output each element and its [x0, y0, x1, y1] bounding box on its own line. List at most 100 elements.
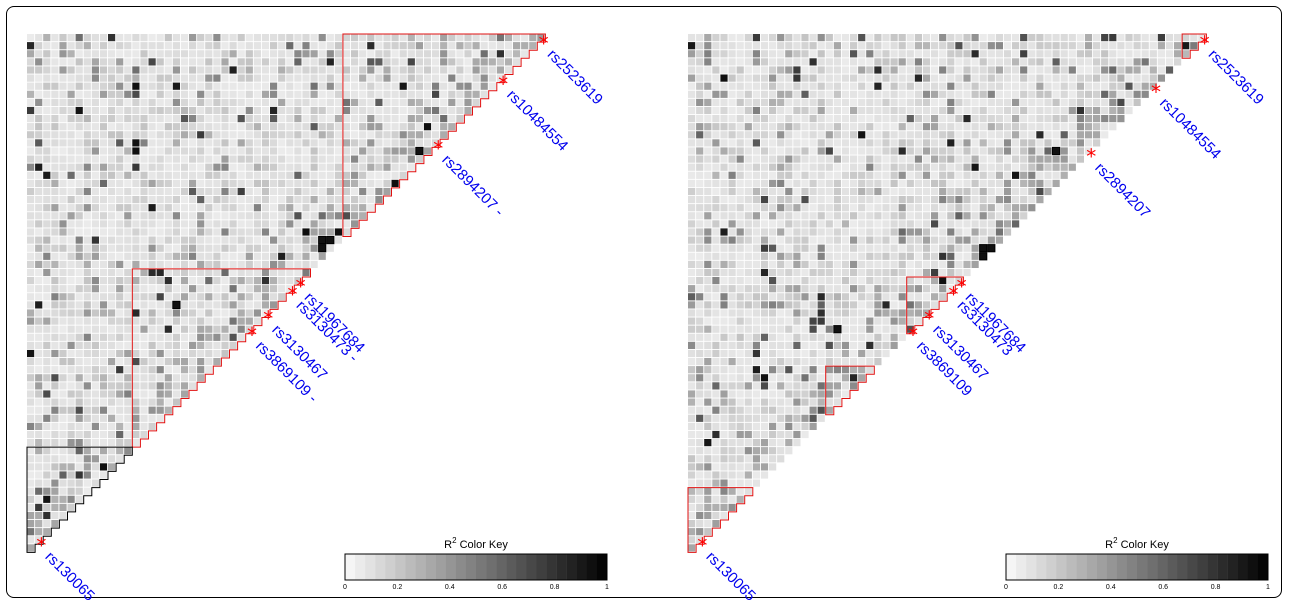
- ld-cell: [971, 179, 979, 187]
- ld-cell: [825, 155, 833, 163]
- ld-cell: [825, 293, 833, 301]
- ld-cell: [769, 66, 777, 74]
- ld-cell: [334, 212, 342, 220]
- ld-cell: [1125, 74, 1133, 82]
- ld-cell: [866, 349, 874, 358]
- ld-cell: [132, 82, 140, 90]
- ld-cell: [237, 98, 245, 106]
- ld-cell: [1182, 34, 1190, 42]
- ld-cell: [99, 98, 108, 106]
- snp-marker-icon: *: [1200, 31, 1210, 55]
- ld-cell: [75, 471, 83, 479]
- ld-cell: [744, 439, 752, 447]
- ld-cell: [189, 309, 197, 317]
- ld-cell: [914, 187, 922, 196]
- ld-cell: [720, 390, 728, 398]
- ld-cell: [858, 34, 866, 42]
- ld-cell: [51, 471, 59, 479]
- ld-cell: [99, 131, 108, 139]
- ld-cell: [922, 34, 931, 42]
- ld-cell: [898, 163, 906, 171]
- ld-cell: [156, 406, 164, 414]
- ld-cell: [342, 163, 351, 171]
- ld-cell: [882, 277, 890, 285]
- ld-cell: [35, 236, 43, 244]
- ld-cell: [712, 325, 720, 333]
- ld-cell: [132, 301, 140, 309]
- ld-cell: [736, 179, 744, 187]
- ld-cell: [874, 50, 882, 58]
- ld-cell: [688, 536, 696, 544]
- ld-cell: [971, 244, 979, 252]
- ld-cell: [971, 74, 979, 82]
- ld-cell: [858, 115, 866, 123]
- ld-cell: [955, 163, 963, 171]
- ld-cell: [35, 179, 43, 187]
- ld-cell: [180, 301, 189, 309]
- ld-cell: [704, 277, 712, 285]
- ld-cell: [172, 115, 180, 123]
- ld-cell: [793, 422, 801, 430]
- ld-cell: [712, 333, 720, 341]
- ld-cell: [221, 301, 229, 309]
- ld-cell: [43, 495, 51, 503]
- ld-cell: [59, 50, 67, 58]
- ld-cell: [760, 42, 769, 50]
- ld-cell: [116, 123, 124, 131]
- ld-cell: [785, 163, 793, 171]
- ld-cell: [164, 244, 172, 252]
- ld-cell: [132, 422, 140, 430]
- ld-cell: [736, 90, 744, 98]
- ld-cell: [955, 34, 963, 42]
- ld-cell: [793, 155, 801, 163]
- ld-cell: [67, 268, 75, 277]
- ld-cell: [326, 139, 334, 147]
- ld-cell: [760, 317, 769, 325]
- ld-cell: [874, 333, 882, 341]
- ld-cell: [278, 66, 286, 74]
- ld-cell: [172, 333, 180, 341]
- color-key-swatch: [1167, 554, 1178, 580]
- color-key-swatch: [576, 554, 588, 580]
- ld-cell: [1003, 131, 1012, 139]
- ld-cell: [310, 220, 318, 228]
- ld-cell: [963, 66, 971, 74]
- ld-cell: [59, 139, 67, 147]
- ld-cell: [67, 374, 75, 382]
- ld-cell: [1109, 74, 1117, 82]
- ld-cell: [817, 252, 825, 260]
- ld-cell: [237, 317, 245, 325]
- ld-cell: [91, 244, 99, 252]
- ld-cell: [785, 236, 793, 244]
- ld-cell: [75, 382, 83, 390]
- ld-cell: [27, 463, 35, 471]
- ld-cell: [817, 341, 825, 349]
- ld-cell: [1068, 90, 1076, 98]
- ld-cell: [947, 98, 955, 106]
- ld-cell: [164, 58, 172, 66]
- ld-cell: [801, 171, 809, 179]
- ld-cell: [399, 131, 407, 139]
- ld-cell: [91, 317, 99, 325]
- ld-cell: [27, 285, 35, 293]
- ld-cell: [51, 333, 59, 341]
- ld-cell: [801, 341, 809, 349]
- ld-cell: [744, 50, 752, 58]
- ld-cell: [898, 212, 906, 220]
- ld-cell: [801, 34, 809, 42]
- color-key-swatch: [1227, 554, 1238, 580]
- ld-cell: [237, 171, 245, 179]
- ld-cell: [939, 34, 947, 42]
- ld-cell: [180, 66, 189, 74]
- ld-cell: [841, 277, 850, 285]
- ld-cell: [140, 349, 148, 358]
- ld-cell: [696, 511, 704, 520]
- ld-cell: [59, 333, 67, 341]
- color-key-border: [1005, 553, 1269, 581]
- ld-cell: [947, 123, 955, 131]
- ld-cell: [833, 212, 841, 220]
- ld-cell: [51, 447, 59, 455]
- ld-cell: [736, 382, 744, 390]
- ld-cell: [35, 244, 43, 252]
- ld-cell: [785, 123, 793, 131]
